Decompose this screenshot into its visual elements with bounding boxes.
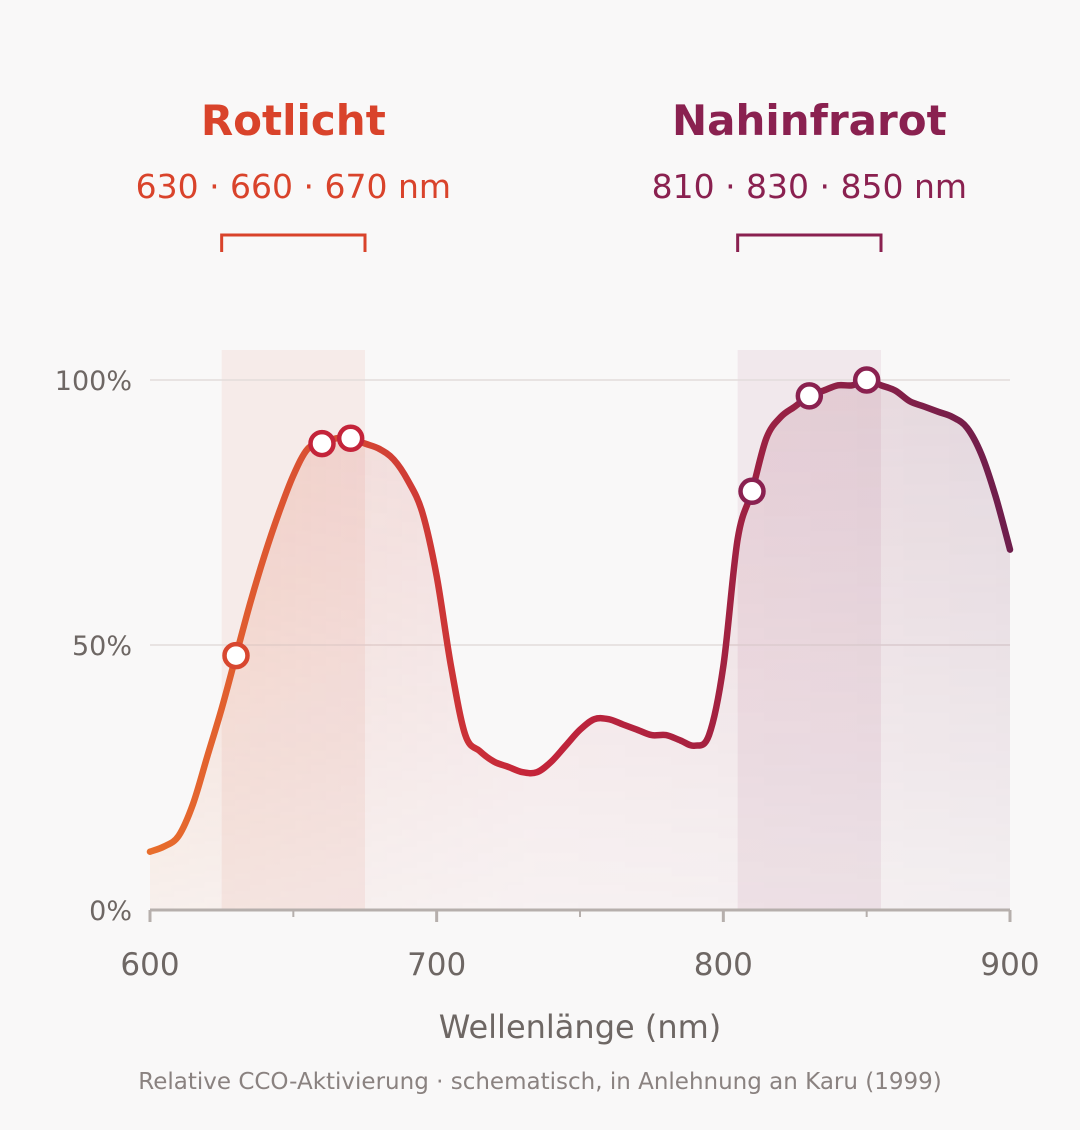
- x-tick-label-3: 900: [980, 947, 1039, 983]
- band-title-0: Rotlicht: [201, 96, 386, 145]
- source-caption: Relative CCO-Aktivierung · schematisch, …: [138, 1069, 942, 1095]
- data-point-5: [852, 366, 881, 394]
- y-tick-label-0: 0%: [89, 896, 132, 927]
- axes: 600 700 800 900 0% 50% 100%: [55, 366, 1040, 983]
- y-tick-label-2: 100%: [55, 366, 132, 397]
- band-bracket-0: [220, 233, 367, 252]
- band-range-label-0: 630 · 660 · 670 nm: [136, 167, 451, 206]
- band-title-1: Nahinfrarot: [672, 96, 947, 145]
- band-range-label-1: 810 · 830 · 850 nm: [652, 167, 967, 206]
- data-point-1: [308, 429, 336, 458]
- x-tick-label-2: 800: [694, 947, 753, 983]
- band-bracket-1: [736, 233, 883, 252]
- x-axis-label: Wellenlänge (nm): [439, 1008, 722, 1046]
- data-point-3: [738, 477, 766, 506]
- data-point-4: [795, 382, 824, 410]
- data-point-0: [222, 641, 250, 670]
- x-tick-label-1: 700: [407, 947, 466, 983]
- data-markers: [222, 366, 881, 670]
- y-tick-label-1: 50%: [72, 631, 132, 662]
- curve-area-fill: [150, 380, 1010, 910]
- data-point-2: [336, 424, 365, 453]
- x-tick-label-0: 600: [120, 947, 179, 983]
